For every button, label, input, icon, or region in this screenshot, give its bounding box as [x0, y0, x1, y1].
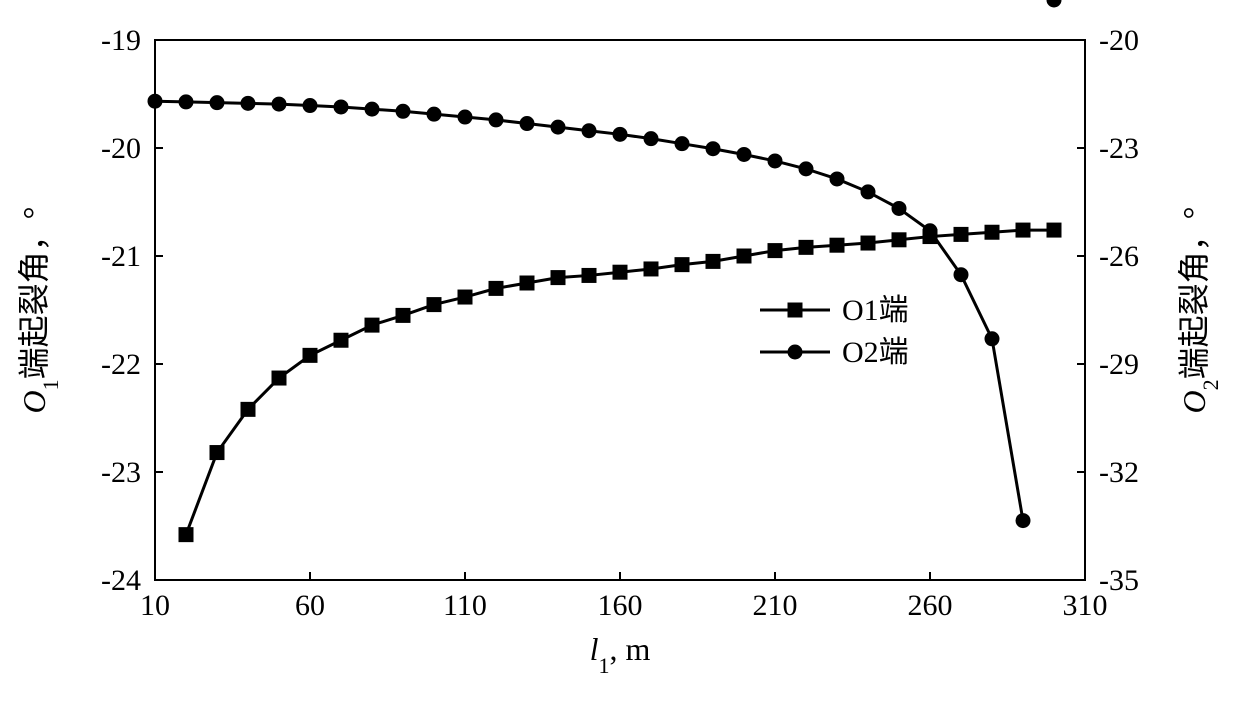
svg-text:-23: -23	[1099, 132, 1139, 165]
svg-text:-22: -22	[101, 348, 141, 381]
svg-text:-23: -23	[101, 456, 141, 489]
svg-text:10: 10	[140, 589, 170, 622]
svg-text:-20: -20	[1099, 24, 1139, 57]
svg-text:-19: -19	[101, 24, 141, 57]
svg-text:210: 210	[753, 589, 798, 622]
svg-text:260: 260	[908, 589, 953, 622]
svg-text:-24: -24	[101, 564, 141, 597]
svg-text:-32: -32	[1099, 456, 1139, 489]
svg-text:-29: -29	[1099, 348, 1139, 381]
svg-text:160: 160	[598, 589, 643, 622]
svg-text:-20: -20	[101, 132, 141, 165]
svg-text:110: 110	[443, 589, 487, 622]
svg-text:O1端: O1端	[842, 294, 909, 327]
svg-text:-26: -26	[1099, 240, 1139, 273]
svg-text:-21: -21	[101, 240, 141, 273]
dual-axis-chart: 1060110160210260310 -19-20-21-22-23-24 -…	[0, 0, 1240, 706]
svg-text:-35: -35	[1099, 564, 1139, 597]
svg-text:O2端: O2端	[842, 336, 909, 369]
svg-text:60: 60	[295, 589, 325, 622]
